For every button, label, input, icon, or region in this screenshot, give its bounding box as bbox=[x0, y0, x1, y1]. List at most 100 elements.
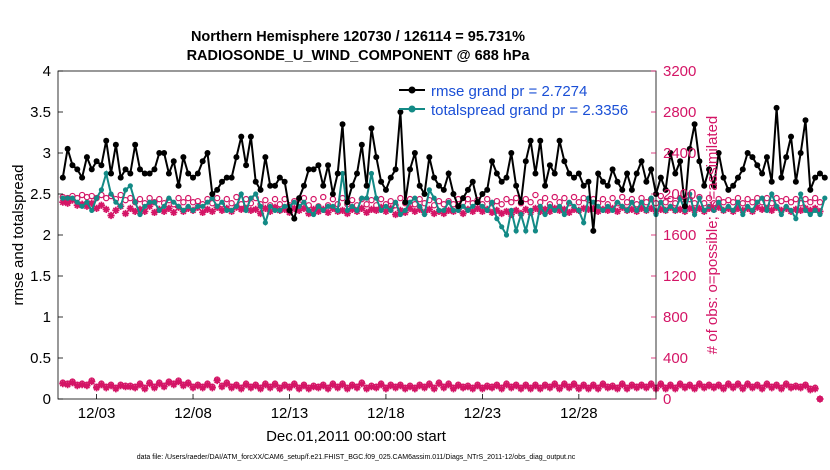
totalspread-point bbox=[397, 211, 404, 218]
rmse-point bbox=[310, 166, 317, 173]
totalspread-point bbox=[537, 203, 543, 209]
rmse-point bbox=[469, 178, 476, 185]
assimilated-obs-low-marker bbox=[642, 384, 650, 392]
assimilated-obs-low-marker bbox=[372, 384, 380, 392]
totalspread-point bbox=[219, 199, 225, 205]
assimilated-obs-low-marker bbox=[194, 382, 202, 390]
rmse-point bbox=[566, 170, 573, 177]
assimilated-obs-low-marker bbox=[623, 385, 631, 393]
assimilated-obs-low-marker bbox=[768, 384, 776, 392]
possible-obs-marker bbox=[310, 195, 317, 203]
legend-rmse-marker bbox=[408, 86, 416, 94]
totalspread-point bbox=[301, 199, 307, 205]
assimilated-obs-marker bbox=[440, 209, 448, 218]
possible-obs-marker bbox=[320, 193, 327, 201]
totalspread-point bbox=[479, 203, 485, 209]
assimilated-obs-low-marker bbox=[155, 380, 163, 388]
totalspread-point bbox=[793, 216, 799, 222]
y2-tick-label: 0 bbox=[663, 391, 671, 408]
rmse-point bbox=[402, 199, 409, 206]
totalspread-point bbox=[335, 207, 341, 213]
assimilated-obs-marker bbox=[324, 208, 332, 217]
assimilated-obs-low-marker bbox=[618, 381, 626, 389]
assimilated-obs-marker bbox=[391, 210, 400, 219]
totalspread-point bbox=[667, 203, 674, 209]
totalspread-point bbox=[180, 207, 186, 213]
rmse-point bbox=[74, 166, 81, 173]
rmse-point bbox=[141, 170, 148, 177]
rmse-point bbox=[788, 133, 795, 140]
rmse-point bbox=[609, 166, 616, 173]
rmse-point bbox=[378, 178, 385, 185]
assimilated-obs-marker bbox=[768, 206, 776, 214]
rmse-point bbox=[117, 174, 124, 181]
totalspread-point bbox=[359, 195, 365, 201]
totalspread-point bbox=[142, 203, 148, 209]
assimilated-obs-marker bbox=[512, 206, 520, 214]
rmse-point bbox=[532, 170, 539, 177]
assimilated-obs-low-marker bbox=[546, 384, 554, 392]
y-tick-label: 2 bbox=[43, 227, 51, 244]
rmse-point bbox=[252, 178, 259, 185]
totalspread-point bbox=[817, 211, 823, 218]
assimilated-obs-marker bbox=[498, 209, 506, 218]
rmse-point bbox=[320, 182, 327, 189]
rmse-point bbox=[209, 191, 216, 197]
assimilated-obs-low-marker bbox=[247, 384, 255, 392]
assimilated-obs-marker bbox=[165, 204, 173, 212]
assimilated-obs-marker bbox=[372, 206, 380, 214]
rmse-point bbox=[537, 137, 544, 144]
y2-tick-label: 2400 bbox=[663, 145, 696, 162]
rmse-point bbox=[334, 170, 341, 177]
possible-obs-marker bbox=[262, 196, 269, 204]
totalspread-point bbox=[783, 203, 789, 209]
rmse-point bbox=[701, 182, 708, 189]
assimilated-obs-low-marker bbox=[88, 377, 96, 386]
possible-obs-marker bbox=[228, 200, 235, 207]
totalspread-point bbox=[711, 207, 717, 213]
rmse-point bbox=[435, 182, 442, 189]
chart-title: Northern Hemisphere 120730 / 126114 = 95… bbox=[191, 29, 525, 45]
assimilated-obs-marker bbox=[613, 207, 622, 216]
totalspread-point bbox=[277, 207, 283, 213]
rmse-point bbox=[643, 178, 650, 185]
assimilated-obs-low-marker bbox=[309, 383, 318, 391]
totalspread-point bbox=[499, 224, 505, 230]
assimilated-obs-low-marker bbox=[570, 381, 578, 389]
assimilated-obs-marker bbox=[396, 206, 405, 214]
y-tick-label: 0.5 bbox=[30, 350, 51, 367]
y-tick-label: 3.5 bbox=[30, 104, 51, 121]
totalspread-point bbox=[658, 199, 664, 205]
y-axis-label: rmse and totalspread bbox=[10, 165, 27, 306]
rmse-point bbox=[344, 199, 351, 206]
totalspread-point bbox=[571, 203, 577, 209]
assimilated-obs-low-marker bbox=[179, 382, 187, 390]
assimilated-obs-low-marker bbox=[690, 385, 699, 393]
rmse-point bbox=[325, 162, 332, 169]
totalspread-point bbox=[364, 195, 370, 201]
assimilated-obs-low-marker bbox=[358, 380, 366, 388]
rmse-point bbox=[667, 150, 674, 156]
assimilated-obs-marker bbox=[256, 209, 265, 218]
totalspread-point bbox=[523, 228, 529, 234]
obs-count-low-series bbox=[59, 376, 824, 403]
totalspread-point bbox=[735, 199, 741, 205]
assimilated-obs-low-marker bbox=[811, 385, 819, 393]
totalspread-point bbox=[696, 195, 703, 201]
assimilated-obs-marker bbox=[758, 205, 766, 213]
assimilated-obs-low-marker bbox=[131, 384, 139, 392]
possible-obs-marker bbox=[551, 193, 558, 201]
assimilated-obs-marker bbox=[112, 206, 120, 214]
assimilated-obs-low-marker bbox=[363, 385, 371, 393]
possible-obs-marker bbox=[498, 201, 505, 208]
totalspread-point bbox=[663, 207, 669, 213]
totalspread-point bbox=[609, 207, 616, 213]
assimilated-obs-marker bbox=[295, 206, 303, 214]
assimilated-obs-low-marker bbox=[391, 384, 400, 392]
possible-obs-marker bbox=[749, 198, 756, 206]
totalspread-point bbox=[417, 203, 423, 209]
totalspread-point bbox=[122, 187, 129, 193]
assimilated-obs-marker bbox=[406, 204, 414, 212]
assimilated-obs-low-marker bbox=[184, 380, 192, 388]
rmse-point bbox=[180, 154, 187, 161]
